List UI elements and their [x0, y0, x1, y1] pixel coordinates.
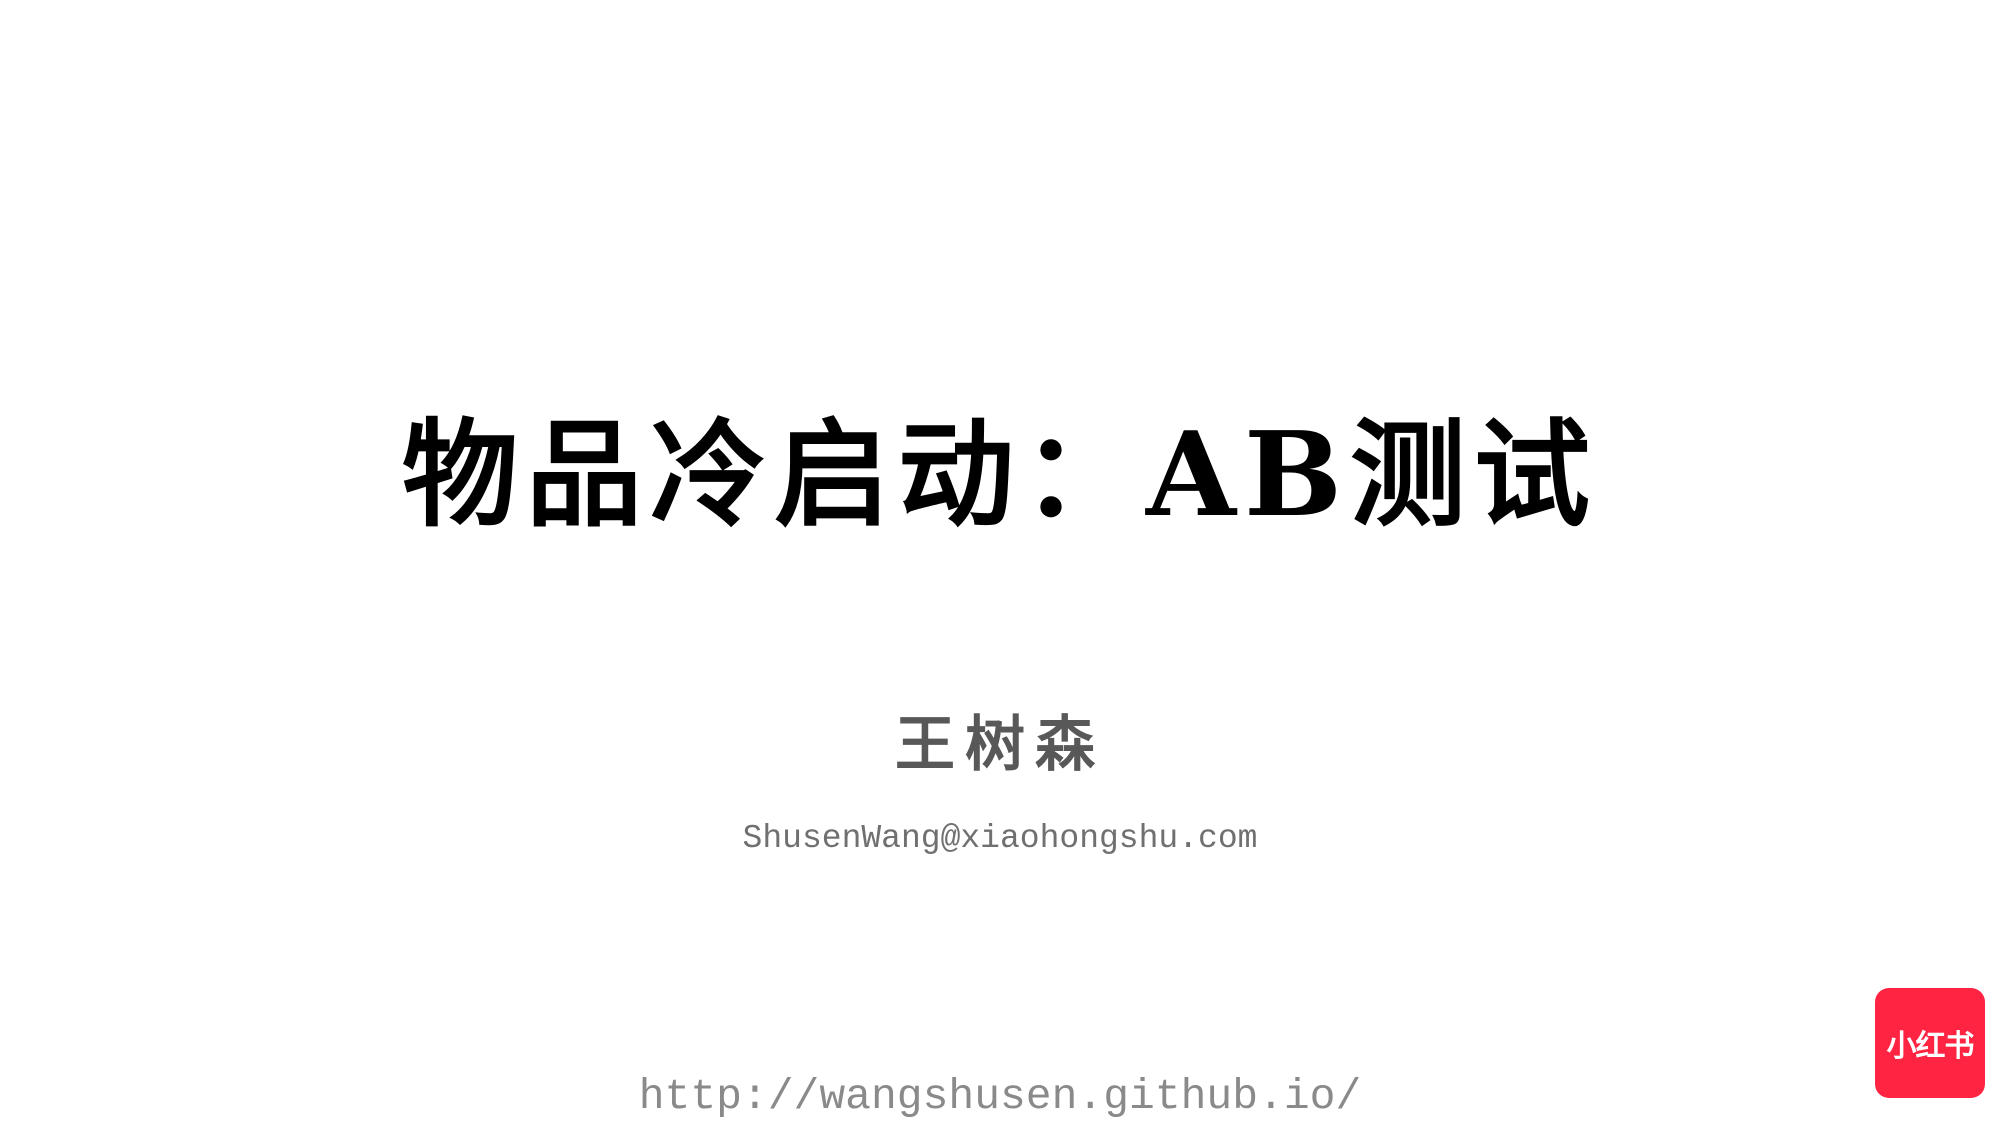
xiaohongshu-logo: 小红书 — [1875, 988, 1985, 1098]
author-email: ShusenWang@xiaohongshu.com — [742, 820, 1258, 857]
author-name: 王树森 — [895, 710, 1105, 780]
logo-text: 小红书 — [1886, 1029, 1975, 1064]
slide-title: 物品冷启动：AB测试 — [401, 407, 1599, 543]
website-url: http://wangshusen.github.io/ — [638, 1072, 1362, 1121]
